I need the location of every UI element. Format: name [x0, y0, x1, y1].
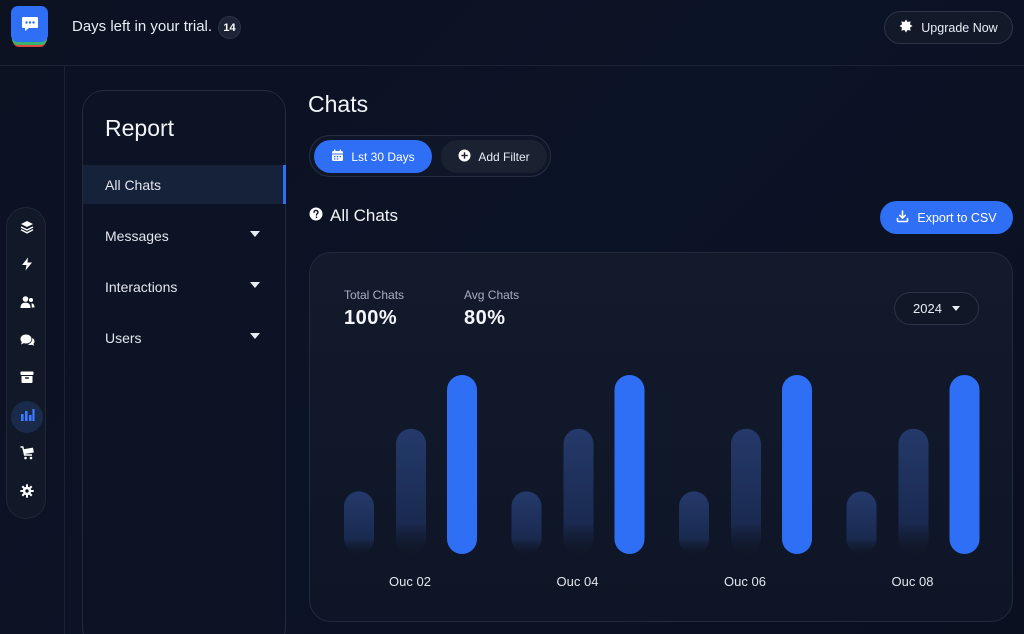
- chart-bar[interactable]: [396, 428, 426, 554]
- trial-text: Days left in your trial.: [72, 18, 213, 35]
- year-select-value: 2024: [913, 301, 942, 316]
- x-tick-label: Ouc 06: [724, 574, 766, 589]
- trial-days-badge: 14: [218, 16, 241, 39]
- stat-label: Avg Chats: [464, 288, 520, 302]
- users-icon: [20, 295, 35, 314]
- report-item-users[interactable]: Users: [83, 318, 286, 357]
- report-item-all-chats[interactable]: All Chats: [83, 165, 286, 204]
- report-item-label: All Chats: [105, 177, 162, 193]
- add-filter-label: Add Filter: [478, 149, 530, 164]
- stat-total-chats: Total Chats 100%: [344, 288, 404, 330]
- cart-icon: [20, 445, 35, 465]
- report-item-label: Interactions: [105, 279, 178, 295]
- calendar-icon: [331, 149, 344, 165]
- chart-bar[interactable]: [563, 428, 594, 554]
- chart-bar[interactable]: [731, 428, 761, 554]
- layers-icon: [20, 220, 34, 239]
- x-tick-label: Ouc 04: [557, 574, 599, 589]
- chat-bubbles-icon: [20, 333, 35, 352]
- download-icon: [896, 209, 909, 226]
- caret-down-icon: [250, 231, 260, 237]
- stat-label: Total Chats: [344, 288, 405, 302]
- app-logo[interactable]: [11, 6, 48, 48]
- date-range-label: Lst 30 Days: [351, 149, 415, 164]
- chart-bar[interactable]: [511, 491, 542, 554]
- nav-layers[interactable]: [11, 213, 43, 245]
- chart-bar[interactable]: [344, 491, 374, 554]
- nav-commerce[interactable]: [11, 439, 43, 471]
- nav-settings[interactable]: [11, 477, 43, 509]
- x-tick-label: Ouc 02: [389, 574, 431, 589]
- top-bar: Days left in your trial. 14 Upgrade Now: [0, 0, 1024, 66]
- export-csv-button[interactable]: Export to CSV: [880, 201, 1013, 234]
- export-csv-label: Export to CSV: [917, 210, 997, 225]
- add-filter-button[interactable]: Add Filter: [441, 140, 547, 173]
- report-item-interactions[interactable]: Interactions: [83, 267, 286, 306]
- icon-sidebar: [6, 207, 46, 519]
- chart-bar[interactable]: [679, 491, 709, 554]
- sidebar-divider: [64, 66, 65, 634]
- nav-reports[interactable]: [11, 401, 43, 433]
- nav-archive[interactable]: [11, 363, 43, 395]
- chart-bar[interactable]: [782, 375, 812, 554]
- report-item-label: Users: [105, 330, 142, 346]
- x-tick-label: Ouc 08: [892, 574, 934, 589]
- nav-conversations[interactable]: [11, 326, 43, 358]
- report-title: Report: [105, 115, 175, 141]
- chart-card: Total Chats 100% Avg Chats 80% 2024 Ouc …: [309, 252, 1013, 622]
- caret-down-icon: [250, 282, 260, 288]
- date-range-button[interactable]: Lst 30 Days: [314, 140, 432, 173]
- nav-contacts[interactable]: [11, 288, 43, 320]
- archive-icon: [20, 370, 34, 389]
- chat-logo-icon: [11, 6, 48, 42]
- report-panel: Report All Chats Messages Interactions U…: [82, 90, 286, 634]
- bar-chart: Ouc 02 Ouc 04 Ouc 06 Ouc 08: [344, 375, 980, 589]
- stat-value: 100%: [344, 307, 398, 329]
- upgrade-now-label: Upgrade Now: [921, 20, 998, 35]
- plus-circle-icon: [458, 149, 471, 165]
- bar-chart-icon: [20, 408, 35, 427]
- page-title: Chats: [308, 91, 369, 117]
- stat-avg-chats: Avg Chats 80%: [464, 288, 519, 330]
- chart-bar[interactable]: [447, 375, 477, 554]
- star-badge-icon: [899, 19, 913, 36]
- chart-bar[interactable]: [949, 375, 980, 554]
- stat-value: 80%: [464, 307, 506, 329]
- nav-automation[interactable]: [11, 250, 43, 282]
- caret-down-icon: [951, 306, 960, 311]
- chart-bar[interactable]: [614, 375, 645, 554]
- chart-bar[interactable]: [898, 428, 929, 554]
- report-item-label: Messages: [105, 228, 169, 244]
- section-header: All Chats: [309, 206, 398, 226]
- report-item-messages[interactable]: Messages: [83, 216, 286, 255]
- chart-bar[interactable]: [846, 491, 877, 554]
- gear-icon: [20, 483, 34, 503]
- section-title: All Chats: [330, 206, 399, 225]
- upgrade-now-button[interactable]: Upgrade Now: [884, 11, 1013, 44]
- caret-down-icon: [250, 333, 260, 339]
- bolt-icon: [20, 257, 34, 276]
- year-select[interactable]: 2024: [894, 292, 979, 325]
- filter-bar: Lst 30 Days Add Filter: [309, 135, 551, 177]
- help-icon[interactable]: [309, 206, 323, 226]
